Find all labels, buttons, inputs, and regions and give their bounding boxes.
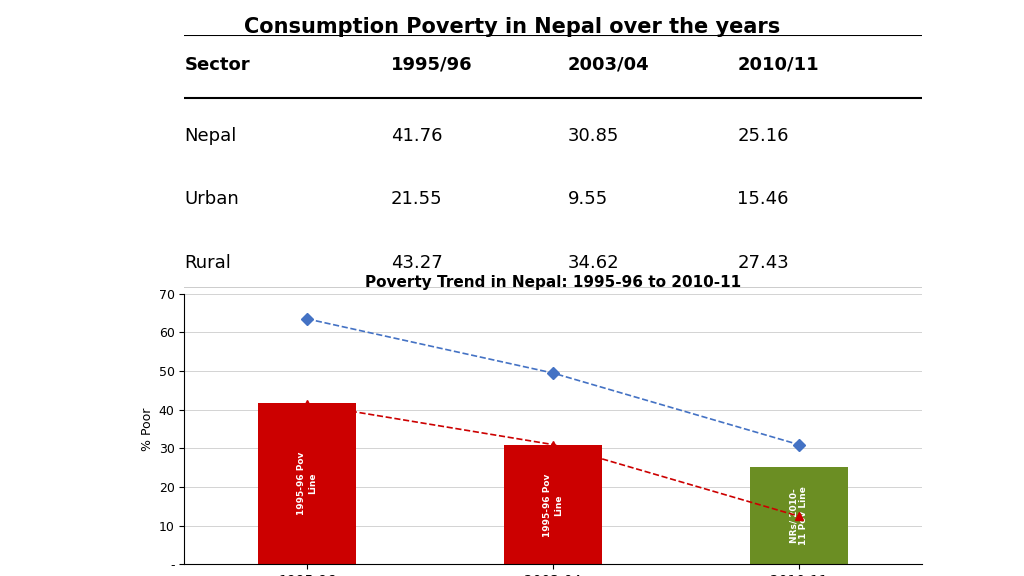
Text: 1995-96 Pov
Line: 1995-96 Pov Line (298, 452, 316, 516)
Text: 1995/96: 1995/96 (391, 56, 472, 74)
Bar (258, 403, 356, 564)
Text: Consumption Poverty in Nepal over the years: Consumption Poverty in Nepal over the ye… (244, 17, 780, 37)
Y-axis label: % Poor: % Poor (141, 407, 155, 451)
Text: Rural: Rural (184, 253, 231, 272)
Text: 30.85: 30.85 (567, 127, 620, 145)
Text: NRs/ 2010-
11 Pov Line: NRs/ 2010- 11 Pov Line (790, 486, 808, 545)
Text: 2003/04: 2003/04 (567, 56, 649, 74)
Text: 25.16: 25.16 (737, 127, 788, 145)
Text: 15.46: 15.46 (737, 190, 788, 209)
Text: Sector: Sector (184, 56, 250, 74)
Text: 21.55: 21.55 (391, 190, 442, 209)
Text: 34.62: 34.62 (567, 253, 620, 272)
Text: 43.27: 43.27 (391, 253, 442, 272)
Title: Poverty Trend in Nepal: 1995-96 to 2010-11: Poverty Trend in Nepal: 1995-96 to 2010-… (365, 275, 741, 290)
Bar (750, 467, 848, 564)
Text: 1995-96 Pov
Line: 1995-96 Pov Line (544, 473, 562, 536)
Text: 2010/11: 2010/11 (737, 56, 819, 74)
Bar (504, 445, 602, 564)
Text: Nepal: Nepal (184, 127, 237, 145)
Text: 27.43: 27.43 (737, 253, 790, 272)
Text: 41.76: 41.76 (391, 127, 442, 145)
Text: 9.55: 9.55 (567, 190, 608, 209)
Text: Urban: Urban (184, 190, 239, 209)
